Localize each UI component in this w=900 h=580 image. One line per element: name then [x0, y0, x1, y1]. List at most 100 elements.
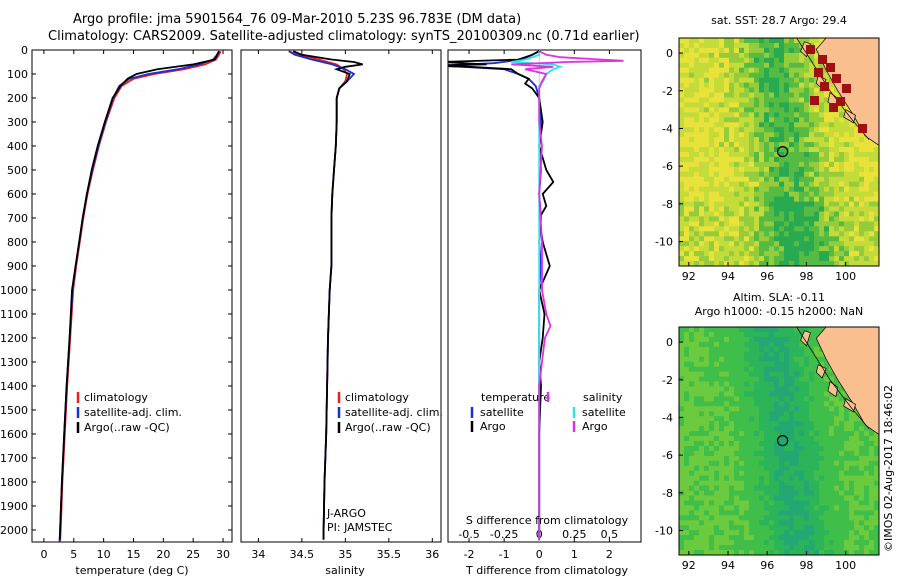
map-data-cell — [794, 216, 800, 222]
map-data-cell — [824, 500, 830, 506]
map-data-cell — [759, 401, 765, 407]
map-data-cell — [684, 97, 690, 103]
map-data-cell — [774, 332, 780, 338]
map-data-cell — [719, 236, 725, 242]
map-data-cell — [729, 186, 735, 193]
map-data-cell — [744, 251, 750, 257]
map-data-cell — [809, 455, 815, 462]
map-data-cell — [779, 376, 785, 382]
map-data-cell — [744, 127, 750, 133]
map-data-cell — [694, 122, 700, 128]
map-data-cell — [834, 261, 840, 266]
map-data-cell — [854, 545, 860, 551]
map-data-cell — [784, 122, 790, 128]
map-data-cell — [819, 261, 825, 266]
map-data-cell — [809, 161, 815, 168]
map-data-cell — [839, 411, 845, 417]
map-data-cell — [779, 97, 785, 103]
map-data-cell — [744, 386, 750, 392]
map-data-cell — [819, 381, 825, 387]
map-data-cell — [804, 366, 810, 373]
map-data-cell — [764, 500, 770, 506]
map-data-cell — [814, 351, 820, 358]
map-data-cell — [779, 480, 785, 487]
map-data-cell — [709, 231, 715, 237]
map-data-cell — [704, 530, 710, 536]
map-data-cell — [734, 127, 740, 133]
map-data-cell — [769, 256, 775, 262]
map-data-cell — [759, 137, 765, 143]
map-data-cell — [779, 226, 785, 232]
map-data-cell — [704, 455, 710, 462]
map-data-cell — [759, 426, 765, 432]
map-data-cell — [839, 406, 845, 412]
map-data-cell — [809, 550, 815, 555]
map-data-cell — [679, 147, 685, 153]
map-data-cell — [779, 361, 785, 368]
map-data-cell — [804, 436, 810, 442]
map-data-cell — [869, 251, 875, 257]
map-data-cell — [814, 480, 820, 487]
difference-legend-label: Argo — [582, 420, 608, 433]
map-data-cell — [764, 52, 770, 59]
map-data-cell — [699, 500, 705, 506]
map-data-cell — [814, 206, 820, 212]
map-data-cell — [739, 386, 745, 392]
map-data-cell — [684, 485, 690, 491]
map-data-cell — [779, 52, 785, 59]
map-data-cell — [754, 52, 760, 59]
map-data-cell — [874, 216, 879, 222]
map-data-cell — [869, 431, 875, 437]
map-data-cell — [829, 211, 835, 217]
map-data-cell — [714, 421, 720, 427]
map-data-cell — [764, 470, 770, 477]
map-data-cell — [684, 475, 690, 482]
map-data-cell — [679, 525, 685, 531]
map-data-cell — [789, 431, 795, 437]
map-data-cell — [704, 122, 710, 128]
map-data-cell — [809, 251, 815, 257]
map-data-cell — [734, 545, 740, 551]
sla-argo-location-marker — [776, 435, 789, 447]
map-data-cell — [709, 87, 715, 93]
map-data-cell — [839, 147, 845, 153]
map-data-cell — [694, 386, 700, 392]
map-data-cell — [864, 436, 870, 442]
map-data-cell — [809, 327, 815, 333]
map-data-cell — [769, 545, 775, 551]
map-data-cell — [874, 480, 879, 487]
map-data-cell — [679, 441, 685, 447]
map-data-cell — [819, 490, 825, 496]
map-data-cell — [849, 236, 855, 242]
map-data-cell — [739, 391, 745, 397]
map-data-cell — [839, 391, 845, 397]
map-data-cell — [834, 475, 840, 482]
map-data-cell — [764, 406, 770, 412]
map-data-cell — [769, 251, 775, 257]
map-data-cell — [689, 161, 695, 168]
map-data-cell — [844, 142, 850, 148]
map-data-cell — [699, 431, 705, 437]
map-data-cell — [724, 161, 730, 168]
map-data-cell — [709, 510, 715, 516]
map-data-cell — [794, 540, 800, 546]
map-data-cell — [794, 221, 800, 227]
map-data-cell — [709, 201, 715, 207]
map-data-cell — [689, 416, 695, 422]
map-data-cell — [689, 72, 695, 79]
map-data-cell — [789, 47, 795, 54]
map-data-cell — [709, 211, 715, 217]
map-data-cell — [839, 127, 845, 133]
map-data-cell — [719, 361, 725, 368]
map-data-cell — [739, 152, 745, 158]
map-data-cell — [699, 332, 705, 338]
map-data-cell — [694, 246, 700, 252]
temperature-tick-label: 30 — [216, 548, 230, 561]
map-data-cell — [849, 450, 855, 457]
map-data-cell — [809, 117, 815, 123]
map-data-cell — [789, 201, 795, 207]
map-data-cell — [744, 366, 750, 373]
map-data-cell — [749, 226, 755, 232]
map-data-cell — [864, 550, 870, 555]
map-data-cell — [839, 460, 845, 467]
